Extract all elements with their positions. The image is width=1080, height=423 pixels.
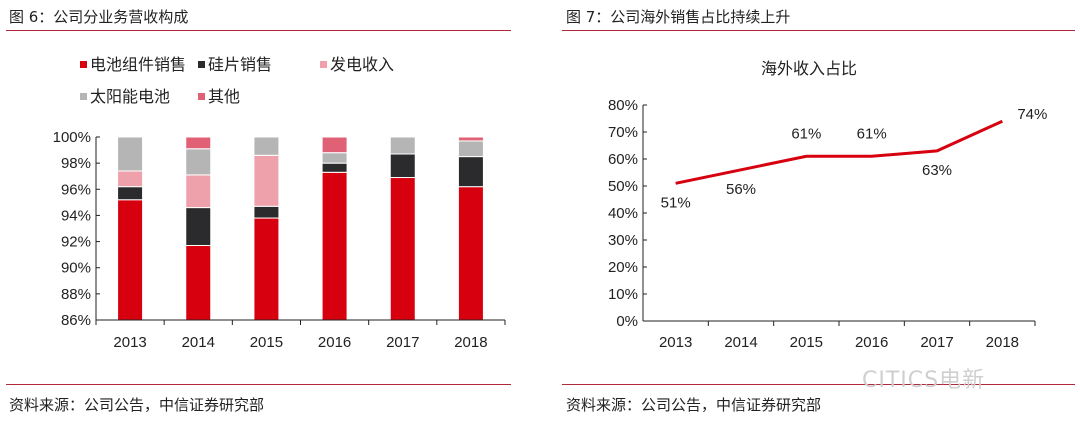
bar-segment — [185, 207, 212, 246]
y-tick-label: 30% — [608, 232, 638, 249]
y-tick-label: 10% — [608, 286, 638, 303]
divider — [562, 30, 1075, 31]
x-tick-label: 2015 — [250, 334, 283, 351]
data-label: 61% — [791, 125, 821, 142]
x-tick-label: 2017 — [920, 334, 953, 351]
bar-segment — [117, 186, 144, 201]
bar-segment — [389, 153, 416, 179]
figure-6-source: 资料来源：公司公告，中信证券研究部 — [9, 396, 265, 414]
bar-segment — [185, 244, 212, 321]
bar-segment — [185, 136, 212, 150]
bar-segment — [253, 217, 280, 321]
x-tick-label: 2016 — [318, 334, 351, 351]
data-label: 63% — [922, 162, 952, 179]
y-tick-label: 0% — [616, 313, 638, 330]
bar-segment — [253, 154, 280, 207]
y-tick-label: 50% — [608, 178, 638, 195]
data-label: 56% — [726, 181, 756, 198]
y-tick-label: 20% — [608, 259, 638, 276]
legend-swatch — [320, 61, 327, 68]
y-tick-label: 98% — [61, 155, 91, 172]
y-tick-label: 80% — [608, 97, 638, 114]
x-tick-label: 2015 — [790, 334, 823, 351]
bar-segment — [457, 186, 484, 321]
bar-segment — [185, 174, 212, 209]
x-tick-label: 2014 — [724, 334, 757, 351]
bar-segment — [321, 162, 348, 173]
x-tick-label: 2016 — [855, 334, 888, 351]
watermark: CITICS电新 — [862, 368, 986, 393]
bar-segment — [321, 152, 348, 164]
bar-segment — [117, 136, 144, 172]
legend-swatch — [80, 93, 87, 100]
data-label: 74% — [1017, 106, 1047, 123]
y-tick-label: 96% — [61, 181, 91, 198]
series-line — [675, 119, 1003, 185]
x-tick-label: 2013 — [113, 334, 146, 351]
bar-segment — [321, 171, 348, 321]
x-tick-label: 2018 — [986, 334, 1019, 351]
legend-swatch — [80, 61, 87, 68]
bar-segment — [457, 136, 484, 142]
data-label: 61% — [857, 125, 887, 142]
legend-label: 硅片销售 — [208, 56, 272, 74]
y-tick-label: 60% — [608, 151, 638, 168]
bar-segment — [253, 136, 280, 156]
x-tick-label: 2014 — [182, 334, 215, 351]
figure-7-title: 图 7：公司海外销售占比持续上升 — [566, 8, 791, 26]
legend-label: 发电收入 — [330, 56, 394, 74]
y-tick-label: 92% — [61, 234, 91, 251]
figure-6-title: 图 6：公司分业务营收构成 — [9, 8, 189, 26]
y-tick-label: 94% — [61, 207, 91, 224]
x-tick-label: 2018 — [454, 334, 487, 351]
divider — [6, 384, 511, 385]
y-tick-label: 100% — [53, 129, 91, 146]
legend-swatch — [198, 61, 205, 68]
y-tick-label: 90% — [61, 260, 91, 277]
legend-label: 电池组件销售 — [90, 56, 186, 74]
y-tick-label: 86% — [61, 312, 91, 329]
legend-swatch — [198, 93, 205, 100]
divider — [562, 384, 1075, 385]
bar-segment — [457, 140, 484, 158]
x-tick-label: 2017 — [386, 334, 419, 351]
bar-segment — [117, 170, 144, 188]
y-tick-label: 88% — [61, 286, 91, 303]
bar-segment — [457, 156, 484, 188]
x-tick-label: 2013 — [659, 334, 692, 351]
bar-segment — [389, 136, 416, 155]
divider — [6, 30, 511, 31]
chart-title: 海外收入占比 — [761, 60, 857, 78]
y-tick-label: 40% — [608, 205, 638, 222]
data-label: 51% — [661, 194, 691, 211]
bar-segment — [185, 148, 212, 176]
figure-7-source: 资料来源：公司公告，中信证券研究部 — [566, 396, 822, 414]
bar-segment — [389, 177, 416, 321]
bar-segment — [253, 205, 280, 219]
bar-segment — [117, 199, 144, 321]
legend-label: 其他 — [208, 88, 240, 106]
bar-segment — [321, 136, 348, 154]
legend-label: 太阳能电池 — [90, 88, 170, 106]
y-tick-label: 70% — [608, 124, 638, 141]
